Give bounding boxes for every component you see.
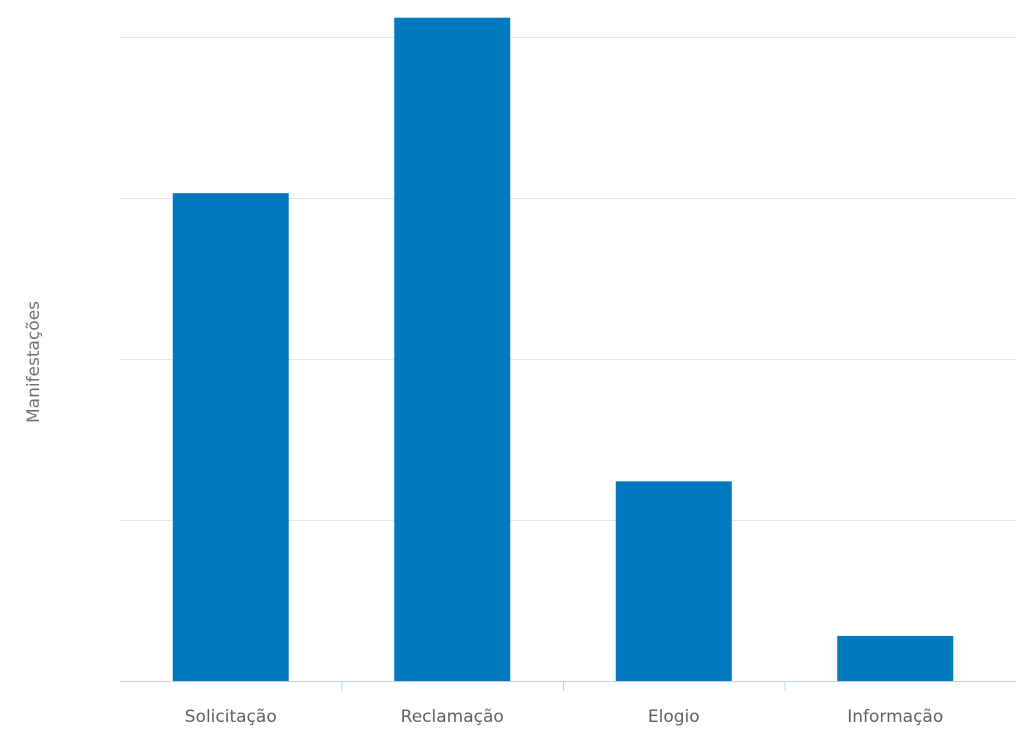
bar[interactable] [837,635,954,681]
bar[interactable] [394,17,511,682]
x-tick-label: Informação [847,707,943,727]
bar[interactable] [172,193,289,682]
x-tick-label: Elogio [648,707,700,727]
x-tick-label: Reclamação [401,707,504,727]
y-axis-label: Manifestações [24,301,44,423]
x-tick-label: Solicitação [185,707,277,727]
bars [172,17,954,682]
x-axis-ticks [341,681,786,691]
x-axis-labels: Solicitação Reclamação Elogio Informação [185,707,943,727]
bar[interactable] [615,481,732,681]
